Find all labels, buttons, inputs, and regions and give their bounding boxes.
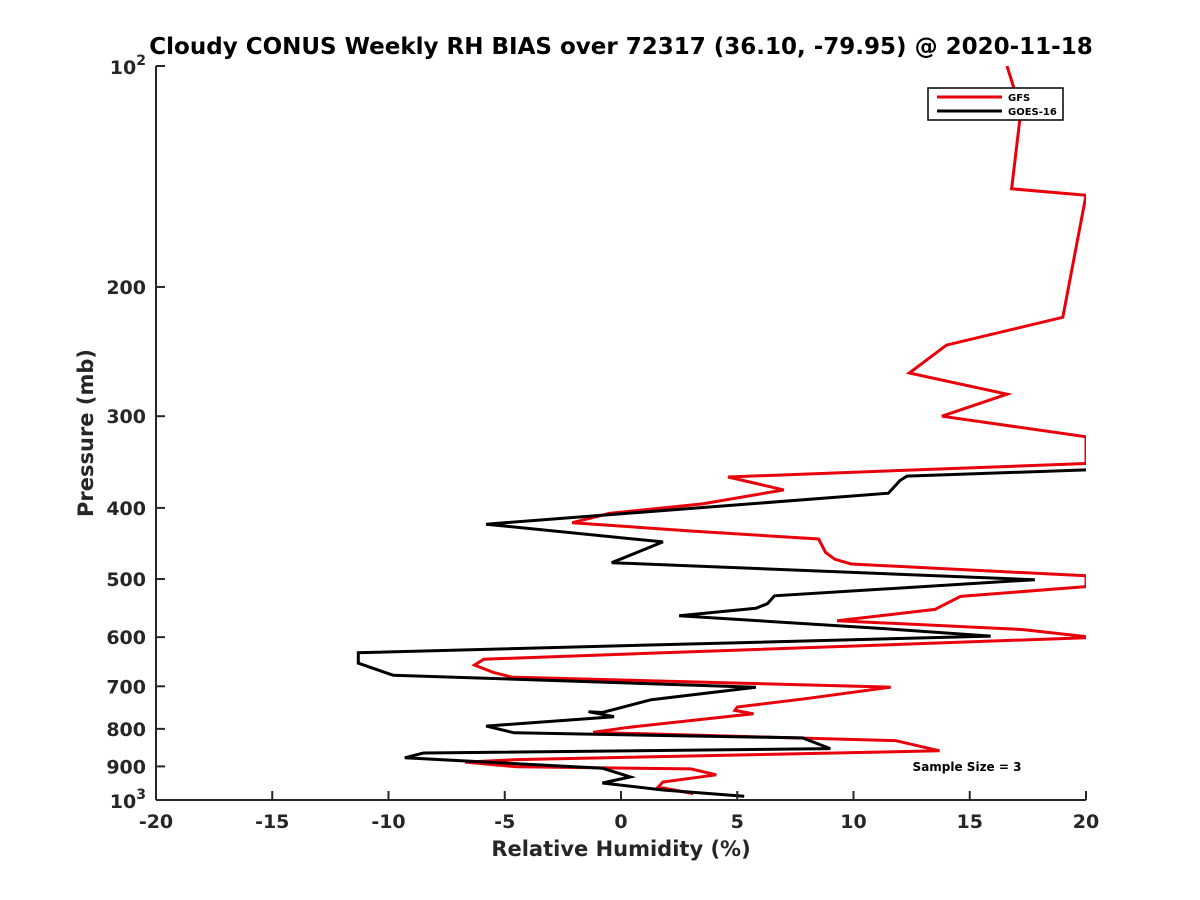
y-tick-label: 700	[106, 676, 146, 698]
x-tick-label: -5	[494, 811, 515, 833]
y-tick-label: 300	[106, 406, 146, 428]
legend-box	[927, 87, 1064, 121]
x-tick-label: -15	[255, 811, 289, 833]
y-tick-label: 102	[110, 53, 146, 79]
y-tick-label: 800	[106, 719, 146, 741]
y-tick-label: 600	[106, 627, 146, 649]
y-tick-exponent: 2	[136, 53, 146, 69]
y-axis-title: Pressure (mb)	[74, 349, 98, 517]
chart-title: Cloudy CONUS Weekly RH BIAS over 72317 (…	[149, 34, 1092, 60]
series-line-goes-16	[356, 468, 1086, 798]
x-tick-label: 15	[957, 811, 983, 833]
y-tick-label: 400	[106, 498, 146, 520]
x-tick-label: 10	[840, 811, 866, 833]
y-tick-base: 10	[110, 57, 136, 79]
y-tick-label: 500	[106, 569, 146, 591]
y-tick-label: 103	[110, 787, 146, 813]
plot-lines	[356, 66, 1086, 798]
x-tick-label: 5	[731, 811, 744, 833]
legend-label: GFS	[1008, 93, 1030, 104]
y-tick-label: 900	[106, 756, 146, 778]
x-axis-title: Relative Humidity (%)	[491, 837, 750, 861]
x-tick-label: -20	[139, 811, 173, 833]
series-line-gfs	[465, 66, 1086, 796]
x-tick-label: 20	[1073, 811, 1099, 833]
y-tick-base: 10	[110, 791, 136, 813]
legend-label: GOES-16	[1008, 107, 1057, 118]
x-tick-label: -10	[371, 811, 405, 833]
sample-size-annotation: Sample Size = 3	[913, 760, 1022, 774]
y-tick-exponent: 3	[136, 787, 146, 803]
legend: GFS GOES-16	[927, 87, 1064, 121]
y-tick-label: 200	[106, 277, 146, 299]
x-ticks: -20 -15 -10 -5 0 5 10 15 20	[139, 791, 1099, 833]
x-tick-label: 0	[614, 811, 627, 833]
